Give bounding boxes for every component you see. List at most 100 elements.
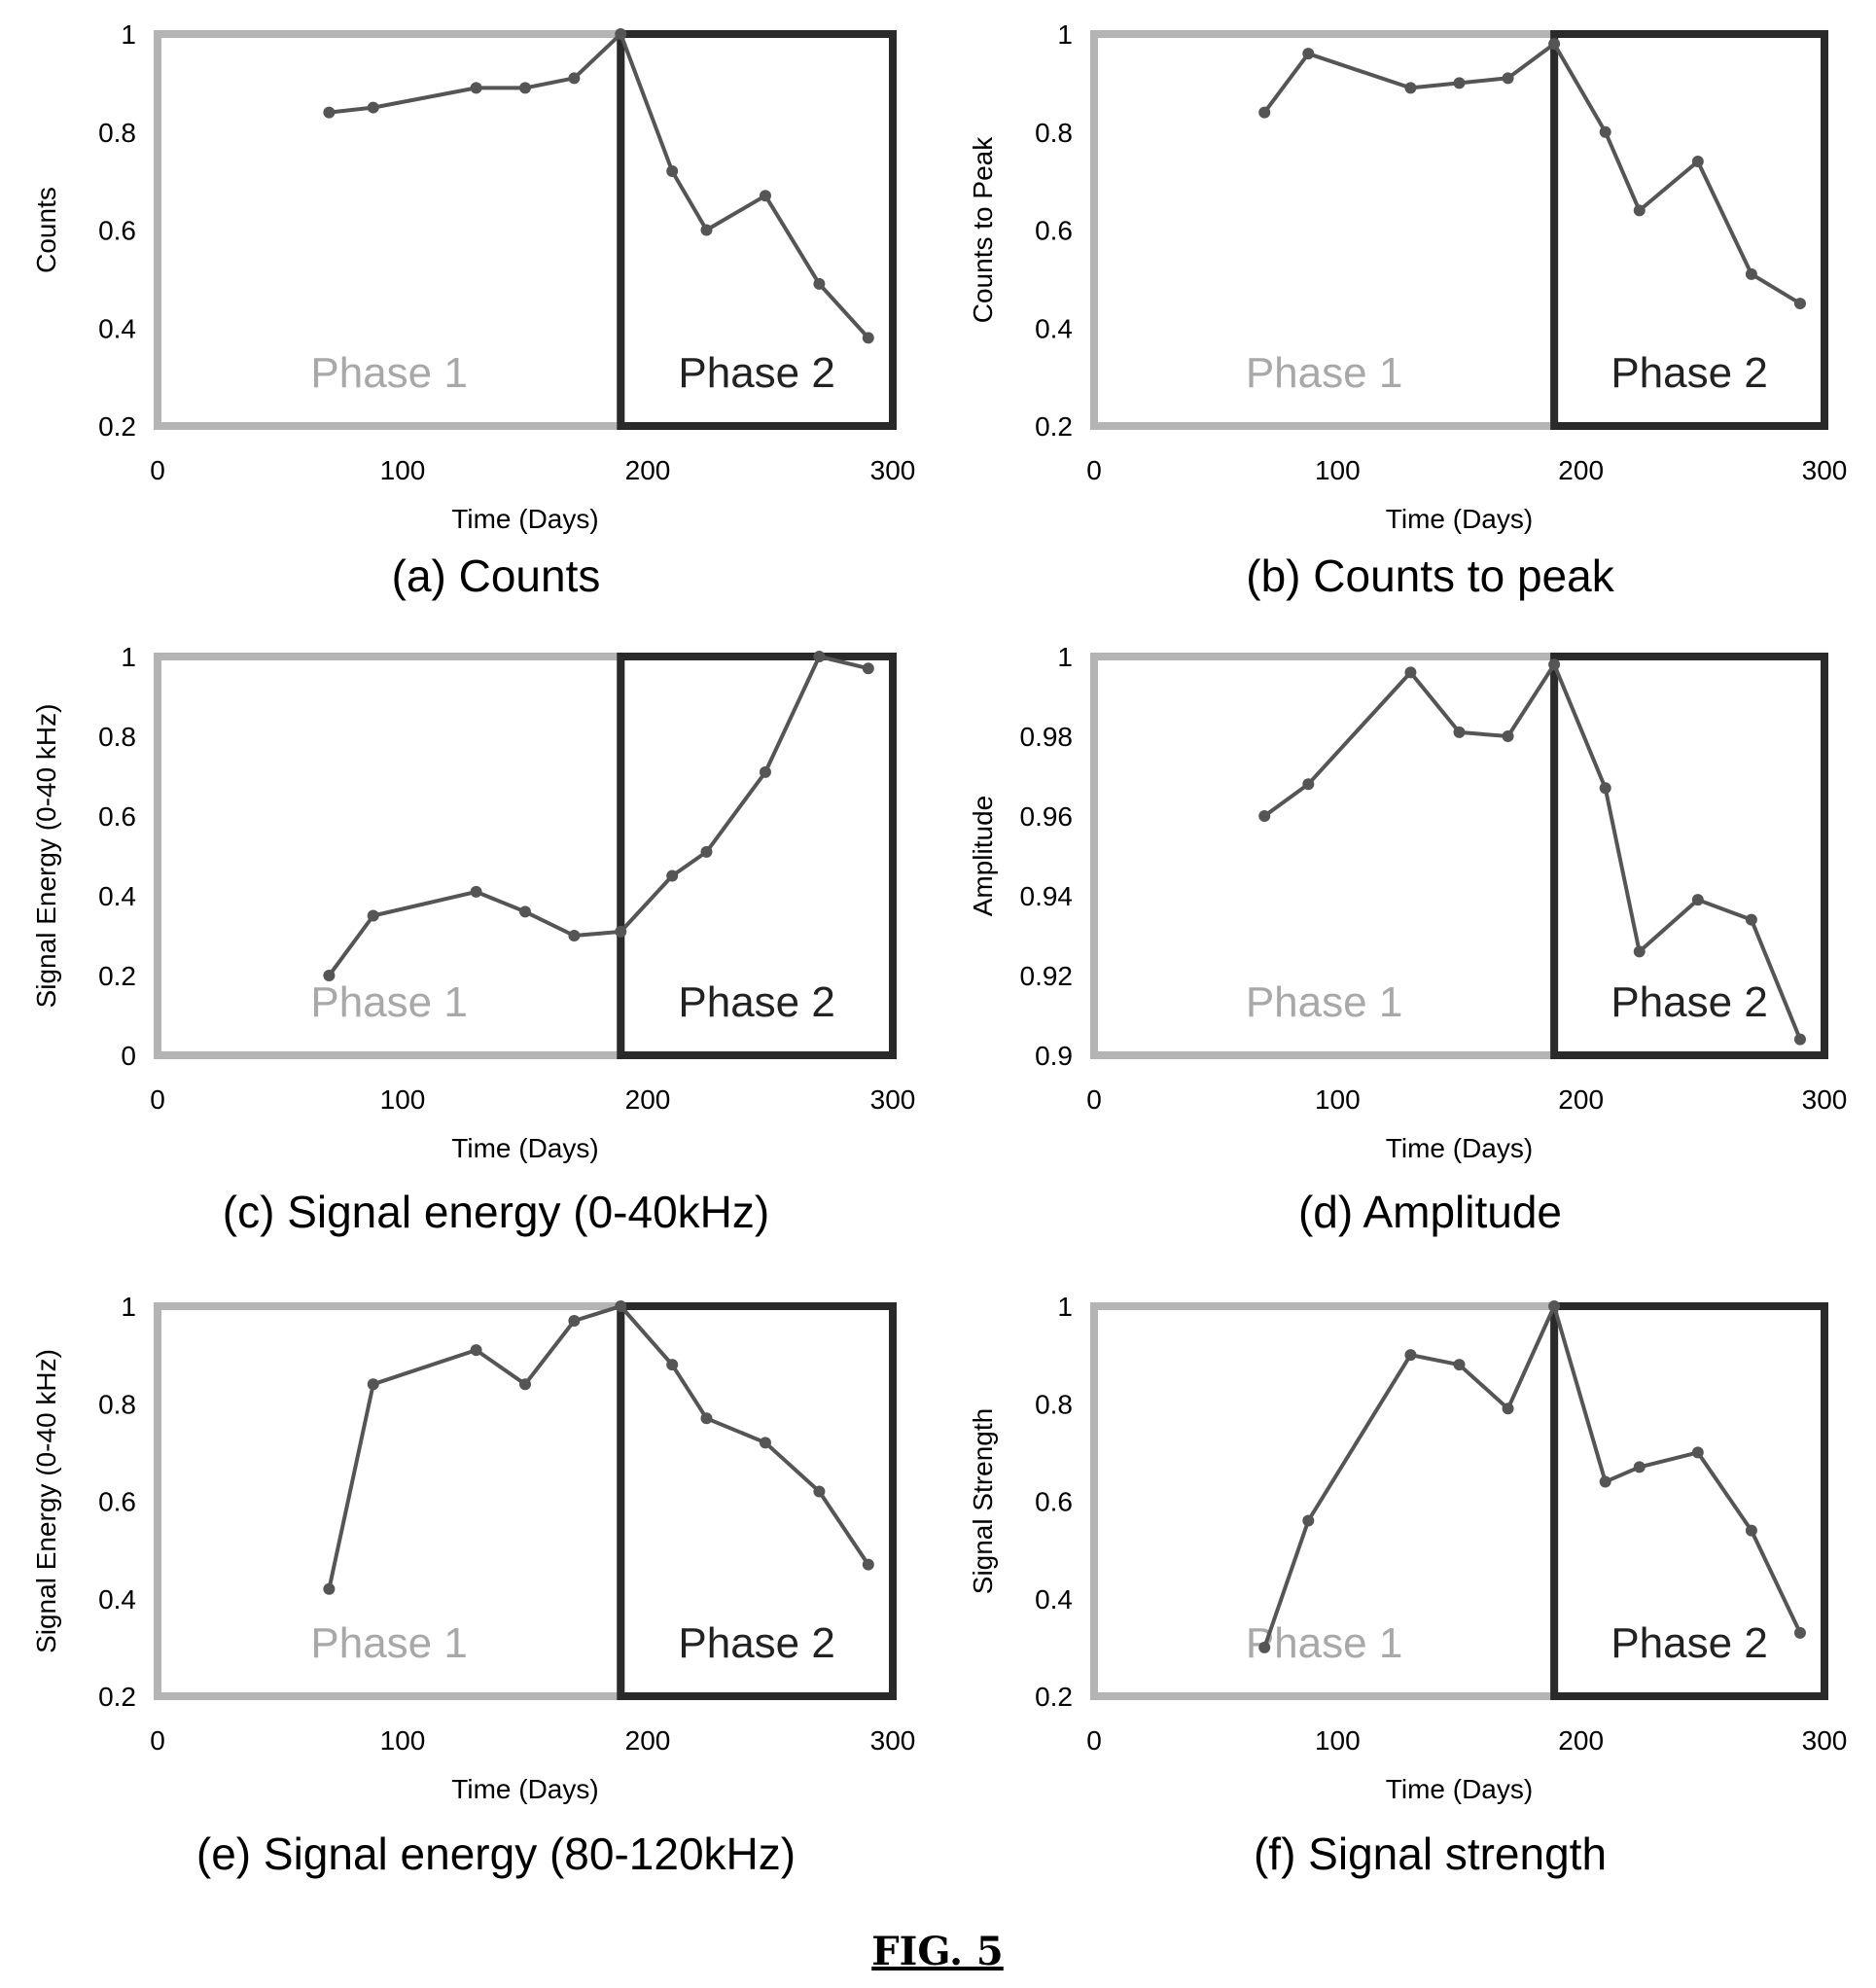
chart-c-series-line: [327, 655, 869, 977]
chart-b-data-point: [1548, 38, 1561, 51]
chart-d-data-point: [1404, 666, 1417, 679]
chart-c-data-point: [862, 662, 874, 675]
chart-f-xtick-label: 200: [1558, 1725, 1604, 1756]
chart-c-ytick-label: 0: [121, 1041, 136, 1071]
chart-e-data-point: [519, 1378, 531, 1391]
chart-f-data-point: [1258, 1641, 1271, 1653]
chart-e-data-point: [323, 1582, 336, 1595]
chart-d: Phase 1 Phase 2 0 100 200 300 0.9 0.92 0.94 0.96 0…: [968, 642, 1847, 1237]
chart-d-data-point: [1691, 894, 1704, 906]
chart-b-data-point: [1302, 48, 1315, 60]
chart-f-data-point: [1745, 1524, 1757, 1537]
chart-c-xtick-label: 200: [625, 1084, 671, 1115]
chart-a-caption: (a) Counts: [392, 550, 601, 601]
chart-b-series-line: [1262, 42, 1802, 305]
chart-c-yaxis-title: Signal Energy (0-40 kHz): [31, 704, 61, 1009]
chart-f-caption: (f) Signal strength: [1254, 1828, 1607, 1879]
chart-d-caption: (d) Amplitude: [1298, 1187, 1562, 1237]
chart-f-data-point: [1502, 1402, 1514, 1415]
chart-c-data-point: [700, 845, 713, 858]
chart-c-data-point: [615, 925, 627, 938]
chart-d-ytick-label: 0.96: [1020, 801, 1074, 832]
chart-b-xtick-label: 300: [1802, 455, 1848, 485]
chart-e-ytick-label: 0.8: [98, 1389, 136, 1419]
chart-a-data-point: [759, 190, 771, 202]
chart-a-data-point: [323, 106, 336, 119]
chart-d-phase2-label: Phase 2: [1611, 978, 1767, 1026]
chart-c-ytick-label: 0.6: [98, 801, 136, 832]
chart-e-ytick-label: 0.6: [98, 1487, 136, 1517]
chart-b-phase2-label: Phase 2: [1611, 349, 1767, 397]
chart-e-series-line: [327, 1304, 870, 1590]
chart-e-data-point: [470, 1344, 482, 1357]
chart-c-ytick-label: 0.8: [98, 722, 136, 752]
chart-c-ytick-label: 0.4: [98, 881, 136, 911]
chart-c-xtick-label: 300: [870, 1084, 916, 1115]
chart-f-phase2-box: [1550, 1302, 1828, 1700]
chart-f-ytick-label: 0.2: [1035, 1682, 1073, 1712]
chart-e-xtick-label: 300: [870, 1725, 916, 1756]
chart-c-data-point: [519, 905, 531, 918]
chart-e-yaxis-title: Signal Energy (0-40 kHz): [31, 1349, 61, 1653]
chart-f-ytick-label: 1: [1057, 1292, 1073, 1322]
chart-b-xtick-label: 200: [1558, 455, 1604, 485]
chart-b-data-point: [1404, 82, 1417, 94]
chart-b-yaxis-title: Counts to Peak: [968, 136, 998, 323]
chart-c-ytick-label: 0.2: [98, 961, 136, 991]
chart-b: Phase 1 Phase 2 0 100 200 300 0.2 0.4 0.6 0.8 1 Tim…: [968, 19, 1847, 601]
chart-e-data-point: [666, 1359, 679, 1371]
chart-d-data-point: [1548, 658, 1561, 671]
chart-d-ytick-label: 0.94: [1020, 881, 1074, 911]
chart-b-data-point: [1502, 72, 1514, 85]
chart-e-caption: (e) Signal energy (80-120kHz): [196, 1828, 796, 1879]
chart-d-xtick-label: 300: [1802, 1084, 1848, 1115]
chart-a-yaxis-title: Counts: [31, 187, 61, 273]
chart-e-xaxis-title: Time (Days): [451, 1774, 598, 1804]
chart-f-ytick-label: 0.4: [1035, 1584, 1073, 1615]
chart-d-yaxis-title: Amplitude: [968, 796, 998, 917]
chart-a-phase1-label: Phase 1: [310, 349, 467, 397]
chart-d-data-point: [1633, 945, 1646, 958]
chart-f-data-point: [1633, 1461, 1646, 1473]
chart-f-ytick-label: 0.6: [1035, 1487, 1073, 1517]
chart-c-data-point: [367, 909, 379, 922]
chart-b-data-point: [1258, 106, 1271, 119]
chart-d-phase2-box: [1550, 653, 1828, 1059]
chart-panels: Phase 1 Phase 20 100 200 3000.20.40.60.81Tim…: [31, 19, 1847, 1879]
chart-b-ytick-label: 0.6: [1035, 216, 1073, 246]
chart-a-data-point: [700, 224, 713, 236]
chart-b-phase1-label: Phase 1: [1246, 349, 1402, 397]
chart-a-ytick-label: 0.8: [98, 118, 136, 148]
chart-a-data-point: [615, 28, 627, 40]
chart-c: Phase 1 Phase 2 0 100 200 300 0 0.2 0.4 0.6 0.8 1 Ti…: [31, 642, 915, 1237]
chart-d-ytick-label: 1: [1057, 642, 1073, 672]
chart-a-data-point: [519, 82, 531, 94]
chart-c-xtick-label: 100: [380, 1084, 426, 1115]
chart-b-data-point: [1453, 77, 1466, 89]
chart-b-data-point: [1633, 204, 1646, 217]
chart-f-data-point: [1404, 1349, 1417, 1362]
chart-f-series-line: [1262, 1304, 1802, 1649]
chart-d-ytick-label: 0.98: [1020, 722, 1074, 752]
chart-a-xtick-label: 300: [870, 455, 916, 485]
chart-e-xtick-label: 0: [150, 1725, 165, 1756]
chart-b-data-point: [1793, 298, 1806, 310]
chart-a-ytick-label: 0.2: [98, 411, 136, 442]
chart-b-xaxis-title: Time (Days): [1386, 504, 1533, 534]
chart-f-data-point: [1453, 1359, 1466, 1371]
chart-a-xtick-label: 0: [150, 455, 165, 485]
chart-d-xtick-label: 200: [1558, 1084, 1604, 1115]
chart-e-xtick-label: 100: [380, 1725, 426, 1756]
chart-f-data-point: [1793, 1626, 1806, 1639]
chart-e-phase2-box: [617, 1302, 898, 1700]
chart-e-ytick-label: 1: [121, 1292, 136, 1322]
chart-a-ytick-label: 0.4: [98, 313, 136, 343]
chart-f-xtick-label: 0: [1086, 1725, 1102, 1756]
chart-c-caption: (c) Signal energy (0-40kHz): [223, 1187, 769, 1237]
chart-d-xtick-label: 100: [1315, 1084, 1361, 1115]
chart-b-xtick-label: 100: [1315, 455, 1361, 485]
chart-f-data-point: [1599, 1475, 1611, 1488]
chart-c-data-point: [323, 970, 336, 981]
chart-c-data-point: [813, 651, 826, 662]
